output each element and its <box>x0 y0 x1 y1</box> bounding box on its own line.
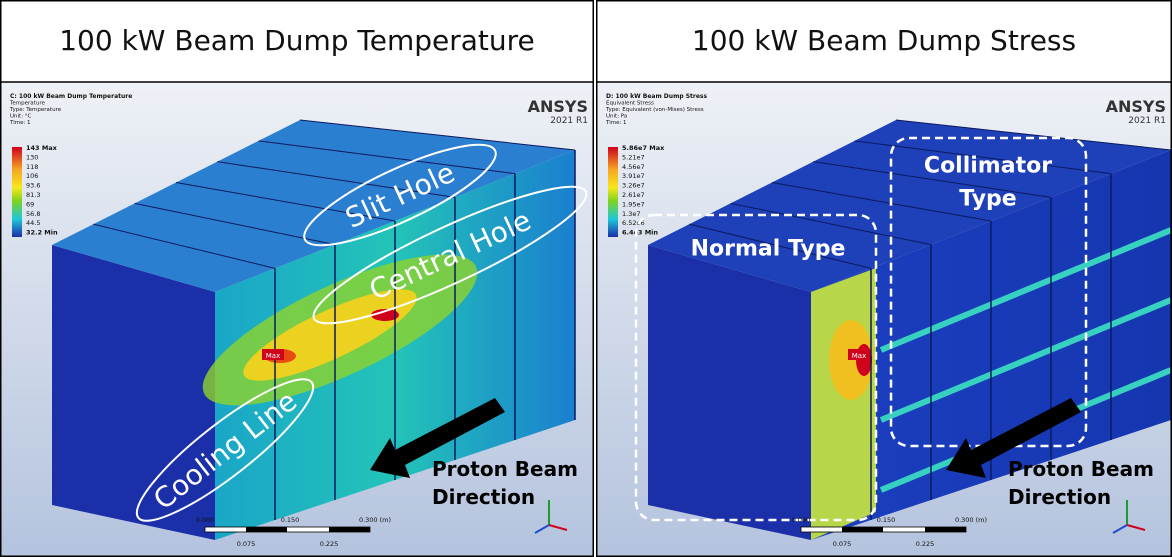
result-info: Type: Temperature <box>9 107 62 113</box>
logo-brand: ANSYS <box>528 97 588 116</box>
result-info: Unit: °C <box>10 114 32 120</box>
figure: 100 kW Beam Dump Temperature C: 100 kW Be… <box>0 0 1172 557</box>
scale-label: 0.075 <box>833 540 852 548</box>
block-end-face <box>648 245 811 540</box>
annotation: Type <box>959 187 1016 212</box>
arrow-label: Direction <box>432 485 535 509</box>
scale-label: 0.075 <box>237 540 256 548</box>
result-info: Time: 1 <box>605 120 627 126</box>
legend-label: 1.3e7 <box>622 210 640 218</box>
color-bar <box>12 147 22 237</box>
result-info: Unit: Pa <box>606 114 627 120</box>
panel: 100 kW Beam Dump Stress D: 100 kW Beam Du… <box>596 0 1172 557</box>
arrow-label: Direction <box>1008 485 1111 509</box>
arrow-label: Proton Beam <box>1008 457 1154 481</box>
legend-label: 2.61e7 <box>622 191 645 199</box>
result-info: Temperature <box>9 101 45 107</box>
result-info: Equivalent Stress <box>606 101 654 107</box>
scale-label: 0.150 <box>877 516 896 524</box>
scale-label: 0.300 (m) <box>359 516 391 524</box>
panel-title: 100 kW Beam Dump Temperature <box>59 24 535 57</box>
logo-version: 2021 R1 <box>550 116 588 126</box>
result-info: C: 100 kW Beam Dump Temperature <box>10 93 132 100</box>
scale-bar <box>329 527 370 532</box>
legend-label: 118 <box>26 163 38 171</box>
max-label: Max <box>852 352 866 360</box>
annotation: Collimator <box>924 154 1052 179</box>
legend-label: 143 Max <box>26 144 58 152</box>
legend-label: 106 <box>26 172 38 180</box>
scale-label: 0.225 <box>320 540 339 548</box>
result-info: Type: Equivalent (von-Mises) Stress <box>605 107 704 113</box>
legend-label: 3.26e7 <box>622 182 645 190</box>
legend-label: 5.86e7 Max <box>622 144 665 152</box>
scale-label: 0.000 <box>792 516 811 524</box>
page: 100 kW Beam Dump Temperature C: 100 kW Be… <box>0 0 1172 557</box>
panel: 100 kW Beam Dump Temperature C: 100 kW Be… <box>0 0 598 557</box>
legend-label: 44.5 <box>26 219 40 227</box>
result-info: Time: 1 <box>9 120 31 126</box>
scale-label: 0.300 (m) <box>955 516 987 524</box>
legend-label: 69 <box>26 200 34 208</box>
stress-slab <box>811 268 876 540</box>
scale-label: 0.225 <box>916 540 935 548</box>
panel-title: 100 kW Beam Dump Stress <box>692 24 1076 57</box>
logo-brand: ANSYS <box>1106 97 1166 116</box>
result-info: D: 100 kW Beam Dump Stress <box>606 93 707 100</box>
scale-label: 0.000 <box>196 516 215 524</box>
logo-version: 2021 R1 <box>1128 116 1166 126</box>
scale-label: 0.150 <box>281 516 300 524</box>
annotation: Normal Type <box>691 237 846 262</box>
scale-bar <box>842 527 883 532</box>
max-label: Max <box>266 352 280 360</box>
legend-label: 5.21e7 <box>622 153 645 161</box>
legend-label: 32.2 Min <box>26 229 58 237</box>
legend-label: 130 <box>26 153 38 161</box>
legend-label: 1.95e7 <box>622 200 645 208</box>
legend-label: 3.91e7 <box>622 172 645 180</box>
legend-label: 93.6 <box>26 182 40 190</box>
legend-label: 4.56e7 <box>622 163 645 171</box>
legend-label: 56.8 <box>26 210 40 218</box>
color-bar <box>608 147 618 237</box>
legend-label: 81.3 <box>26 191 40 199</box>
scale-bar <box>925 527 966 532</box>
legend-label: 6.4e3 Min <box>622 229 658 237</box>
scale-bar <box>246 527 287 532</box>
arrow-label: Proton Beam <box>432 457 578 481</box>
